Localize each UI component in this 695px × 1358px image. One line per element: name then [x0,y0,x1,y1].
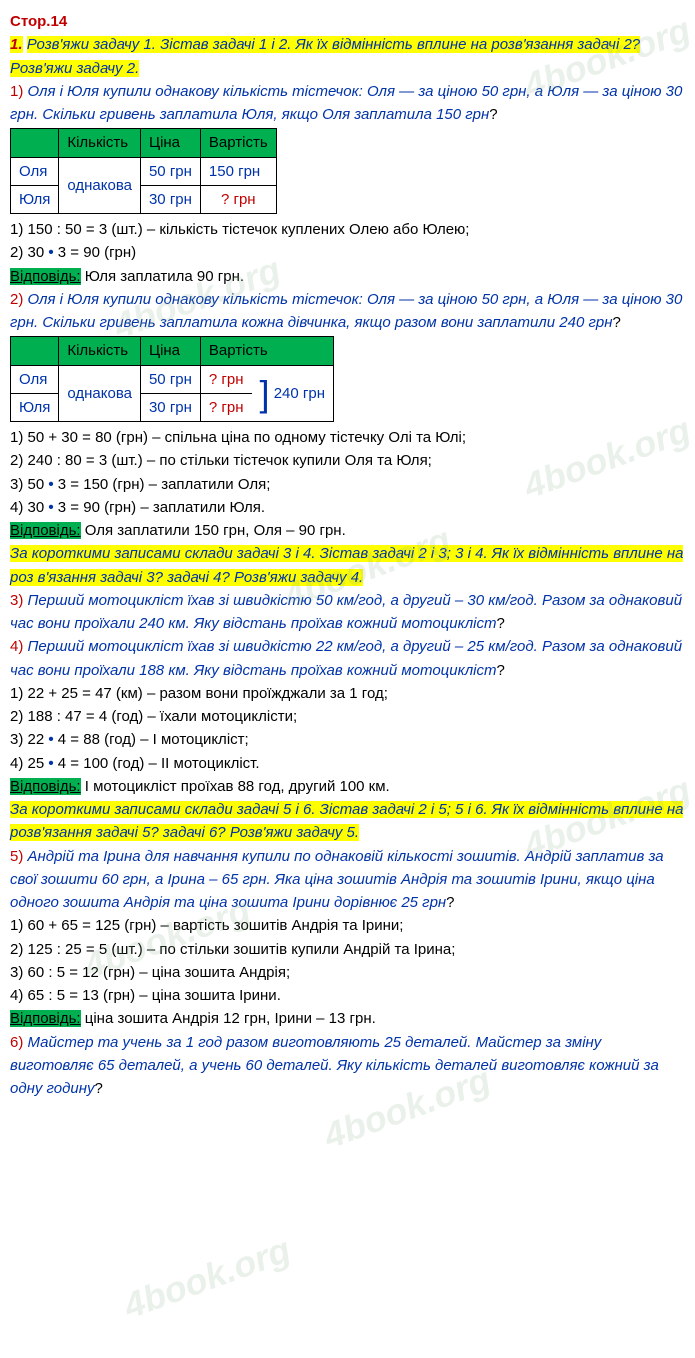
problem-2-text: 2) Оля і Юля купили однакову кількість т… [10,288,685,335]
table-row: Кількість Ціна Вартість [11,337,334,365]
step: 1) 22 + 25 = 47 (км) – разом вони проїжд… [10,682,685,705]
step: 1) 50 + 30 = 80 (грн) – спільна ціна по … [10,426,685,449]
p6-text: Майстер та учень за 1 год разом виготовл… [10,1034,659,1098]
problem-1-text: 1) Оля і Юля купили однакову кількість т… [10,80,685,127]
answer-text: Юля заплатила 90 грн. [81,268,244,285]
td: 50 грн [140,157,200,185]
sub1-q: ? [489,106,497,123]
answer-line: Відповідь: Юля заплатила 90 грн. [10,265,685,288]
answer-label: Відповідь: [10,268,81,285]
td: 50 грн [140,365,200,393]
p5-q: ? [446,894,454,911]
total-val: 240 грн [274,385,325,402]
p4-num: 4) [10,638,23,655]
answer-label: Відповідь: [10,778,81,795]
problem-6-text: 6) Майстер та учень за 1 год разом вигот… [10,1031,685,1101]
th: Ціна [140,129,200,157]
p3-text: Перший мотоцикліст їхав зі швидкістю 50 … [10,592,682,632]
step: 1) 150 : 50 = 3 (шт.) – кількість тістеч… [10,218,685,241]
th [11,129,59,157]
p6-num: 6) [10,1034,23,1051]
step: 2) 240 : 80 = 3 (шт.) – по стільки тісте… [10,449,685,472]
td: ? грн [200,393,251,421]
answer-text: Оля заплатили 150 грн, Оля – 90 грн. [81,522,346,539]
th: Кількість [59,129,141,157]
step: 3) 50 • 3 = 150 (грн) – заплатили Оля; [10,473,685,496]
table-1: Кількість Ціна Вартість Оля однакова 50 … [10,128,277,214]
answer-text: I мотоцикліст проїхав 88 год, другий 100… [81,778,390,795]
step: 1) 60 + 65 = 125 (грн) – вартість зошиті… [10,914,685,937]
step: 2) 188 : 47 = 4 (год) – їхали мотоцикліс… [10,705,685,728]
sub2-text: Оля і Юля купили однакову кількість тіст… [10,291,682,331]
table-2: Кількість Ціна Вартість Оля однакова 50 … [10,336,334,422]
block3-prompt: За короткими записами склади задачі 5 і … [10,798,685,845]
td: Юля [11,185,59,213]
td: однакова [59,365,141,422]
th: Вартість [200,337,333,365]
answer-line: Відповідь: Оля заплатили 150 грн, Оля – … [10,519,685,542]
p5-num: 5) [10,848,23,865]
td: 150 грн [200,157,276,185]
answer-line: Відповідь: I мотоцикліст проїхав 88 год,… [10,775,685,798]
td-total: ] 240 грн [252,365,334,422]
answer-label: Відповідь: [10,522,81,539]
td: Оля [11,365,59,393]
sub1-text: Оля і Юля купили однакову кількість тіст… [10,83,682,123]
watermark: 4book.org [116,1222,299,1334]
p3-q: ? [496,615,504,632]
td: Оля [11,157,59,185]
table-row: Оля однакова 50 грн ? грн ] 240 грн [11,365,334,393]
step: 2) 30 • 3 = 90 (грн) [10,241,685,264]
td: ? грн [200,365,251,393]
step: 3) 60 : 5 = 12 (грн) – ціна зошита Андрі… [10,961,685,984]
th [11,337,59,365]
page-title: Стор.14 [10,10,685,33]
table-row: Кількість Ціна Вартість [11,129,277,157]
p4-text: Перший мотоцикліст їхав зі швидкістю 22 … [10,638,682,678]
step: 2) 125 : 25 = 5 (шт.) – по стільки зошит… [10,938,685,961]
sub2-num: 2) [10,291,23,308]
answer-label: Відповідь: [10,1010,81,1027]
sub2-q: ? [612,314,620,331]
block2-prompt: За короткими записами склади задачі 3 і … [10,542,685,589]
block2-prompt-text: За короткими записами склади задачі 3 і … [10,545,683,585]
p6-q: ? [95,1080,103,1097]
step: 4) 30 • 3 = 90 (грн) – заплатили Юля. [10,496,685,519]
problem-3-text: 3) Перший мотоцикліст їхав зі швидкістю … [10,589,685,636]
answer-text: ціна зошита Андрія 12 грн, Ірини – 13 гр… [81,1010,376,1027]
task1-prompt-text: Розв'яжи задачу 1. Зістав задачі 1 і 2. … [10,36,640,76]
p4-q: ? [496,662,504,679]
table-row: Оля однакова 50 грн 150 грн [11,157,277,185]
block3-prompt-text: За короткими записами склади задачі 5 і … [10,801,683,841]
th: Кількість [59,337,141,365]
step: 4) 25 • 4 = 100 (год) – II мотоцикліст. [10,752,685,775]
sub1-num: 1) [10,83,23,100]
answer-line: Відповідь: ціна зошита Андрія 12 грн, Ір… [10,1007,685,1030]
p5-text: Андрій та Ірина для навчання купили по о… [10,848,664,912]
task1-num: 1. [10,36,23,53]
task1-prompt: 1. Розв'яжи задачу 1. Зістав задачі 1 і … [10,33,685,80]
td: 30 грн [140,393,200,421]
step: 4) 65 : 5 = 13 (грн) – ціна зошита Ірини… [10,984,685,1007]
th: Вартість [200,129,276,157]
td: ? грн [200,185,276,213]
table-row: Юля 30 грн ? грн [11,185,277,213]
th: Ціна [140,337,200,365]
problem-5-text: 5) Андрій та Ірина для навчання купили п… [10,845,685,915]
td: Юля [11,393,59,421]
p3-num: 3) [10,592,23,609]
step: 3) 22 • 4 = 88 (год) – I мотоцикліст; [10,728,685,751]
td: 30 грн [140,185,200,213]
td: однакова [59,157,141,214]
problem-4-text: 4) Перший мотоцикліст їхав зі швидкістю … [10,635,685,682]
brace-icon: ] [260,383,270,405]
